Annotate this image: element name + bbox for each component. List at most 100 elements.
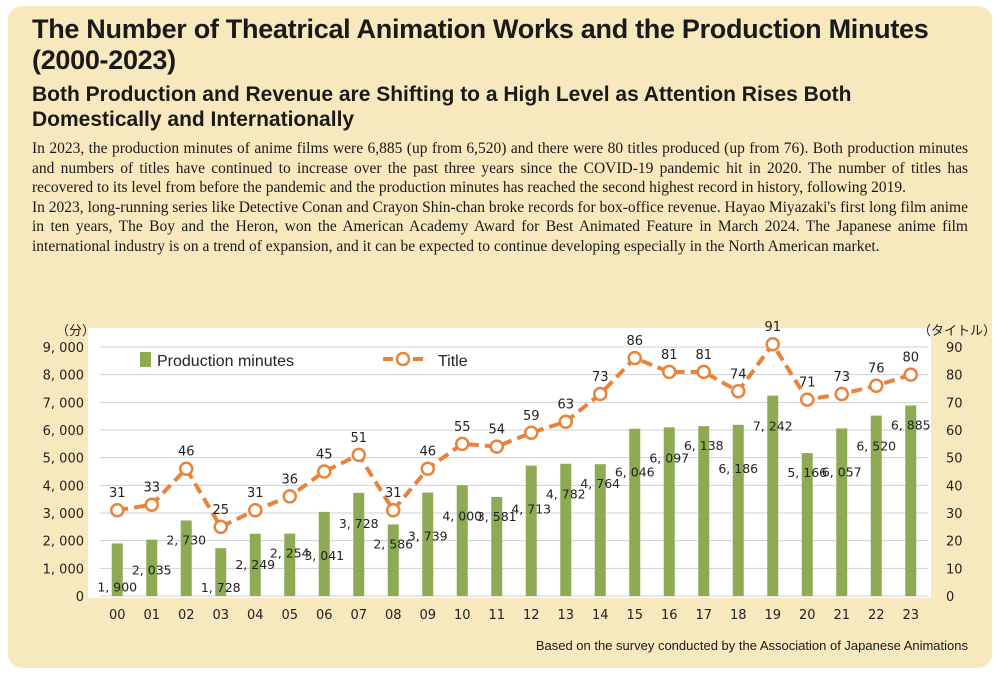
legend-bar-label: Production minutes: [157, 353, 294, 370]
x-tick-label: 07: [350, 608, 367, 623]
x-tick-label: 20: [799, 608, 816, 623]
y-right-tick-label: 10: [946, 562, 963, 577]
y-left-tick-label: 7, 000: [43, 396, 84, 411]
y-left-tick-label: 3, 000: [43, 507, 84, 522]
bar-data-label: 6, 520: [856, 439, 896, 454]
bar-data-label: 3, 728: [339, 516, 379, 531]
bar-production-minutes: [560, 463, 572, 596]
title-point: [627, 350, 642, 366]
y-right-tick-label: 90: [946, 341, 963, 356]
title-point: [144, 497, 159, 512]
x-tick-label: 15: [626, 608, 643, 623]
bar-production-minutes: [111, 543, 123, 596]
y-left-unit-label: （分）: [56, 324, 95, 339]
bar-data-label: 3, 739: [408, 529, 448, 544]
bar-production-minutes: [318, 511, 330, 596]
x-tick-label: 02: [178, 608, 195, 623]
bar-production-minutes: [663, 427, 675, 596]
y-right-tick-label: 0: [946, 590, 954, 605]
y-left-tick-label: 4, 000: [43, 479, 84, 494]
bar-production-minutes: [491, 496, 503, 596]
bar-data-label: 6, 186: [718, 461, 758, 476]
x-tick-label: 00: [109, 608, 126, 623]
x-tick-label: 22: [868, 608, 885, 623]
bar-production-minutes: [732, 424, 744, 596]
title-point: [248, 502, 263, 518]
title-point: [317, 464, 332, 479]
title-data-label: 86: [626, 334, 643, 349]
description-paragraph-1: In 2023, the production minutes of anime…: [32, 140, 968, 196]
title-point: [420, 461, 435, 476]
bar-data-label: 6, 885: [891, 418, 931, 433]
bar-data-label: 3, 041: [304, 548, 344, 563]
bar-data-label: 6, 097: [649, 450, 689, 465]
bar-data-label: 4, 000: [442, 508, 482, 523]
bar-data-label: 1, 728: [201, 580, 241, 595]
x-tick-label: 13: [557, 608, 574, 623]
title-point: [765, 336, 780, 352]
title-point: [282, 489, 297, 504]
title-data-label: 91: [764, 320, 781, 335]
title-data-label: 63: [557, 398, 574, 413]
x-tick-label: 09: [419, 608, 436, 623]
x-tick-label: 12: [523, 608, 540, 623]
title-data-label: 55: [454, 420, 471, 435]
bar-production-minutes: [801, 453, 813, 596]
title-point: [110, 502, 125, 518]
bar-production-minutes: [525, 465, 537, 596]
bar-data-label: 6, 046: [615, 465, 655, 480]
y-left-tick-label: 5, 000: [43, 452, 84, 467]
x-tick-label: 19: [764, 608, 781, 623]
title-point: [351, 447, 366, 463]
bar-production-minutes: [422, 492, 434, 596]
y-right-tick-label: 20: [946, 535, 963, 550]
y-right-unit-label: （タイトル）: [918, 324, 996, 339]
bar-data-label: 6, 138: [684, 438, 724, 453]
bar-data-label: 4, 764: [580, 476, 620, 491]
title-data-label: 31: [247, 486, 264, 501]
y-right-tick-label: 40: [946, 479, 963, 494]
title-data-label: 76: [868, 362, 885, 377]
title-data-label: 54: [488, 423, 505, 438]
bar-production-minutes: [905, 405, 917, 596]
x-tick-label: 14: [592, 608, 609, 623]
title-data-label: 33: [143, 481, 160, 496]
y-right-tick-label: 60: [946, 424, 963, 439]
bar-data-label: 2, 249: [235, 557, 275, 572]
bar-data-label: 4, 713: [511, 502, 551, 517]
title-data-label: 45: [316, 448, 333, 463]
y-left-tick-label: 2, 000: [43, 535, 84, 550]
description-paragraph-2: In 2023, long-running series like Detect…: [32, 198, 968, 255]
title-point: [386, 502, 401, 518]
title-data-label: 71: [799, 376, 816, 391]
title-series-line: [116, 340, 912, 530]
x-tick-label: 21: [833, 608, 850, 623]
title-data-label: 31: [385, 486, 402, 501]
bar-data-label: 2, 730: [166, 532, 206, 547]
x-tick-label: 01: [143, 608, 160, 623]
bar-data-label: 6, 057: [822, 464, 862, 479]
bar-production-minutes: [353, 492, 365, 596]
y-left-tick-label: 1, 000: [43, 562, 84, 577]
y-right-tick-label: 50: [946, 452, 963, 467]
title-point: [903, 367, 918, 382]
bar-production-minutes: [836, 428, 848, 596]
x-tick-label: 05: [281, 608, 298, 623]
bar-data-label: 2, 586: [373, 536, 413, 551]
x-tick-label: 11: [488, 608, 505, 623]
bar-production-minutes: [594, 464, 606, 596]
x-tick-label: 03: [212, 608, 229, 623]
title-data-label: 46: [419, 445, 436, 460]
x-tick-label: 23: [902, 608, 919, 623]
bar-data-label: 2, 035: [132, 563, 172, 578]
title-point: [558, 414, 573, 429]
bar-data-label: 5, 166: [787, 465, 827, 480]
title-point: [800, 392, 815, 407]
legend-line-marker: [395, 351, 411, 367]
bar-production-minutes: [870, 415, 882, 596]
description: In 2023, the production minutes of anime…: [32, 139, 968, 256]
title-data-label: 51: [350, 431, 367, 446]
page-subtitle: Both Production and Revenue are Shifting…: [32, 83, 852, 131]
title-data-label: 46: [178, 445, 195, 460]
